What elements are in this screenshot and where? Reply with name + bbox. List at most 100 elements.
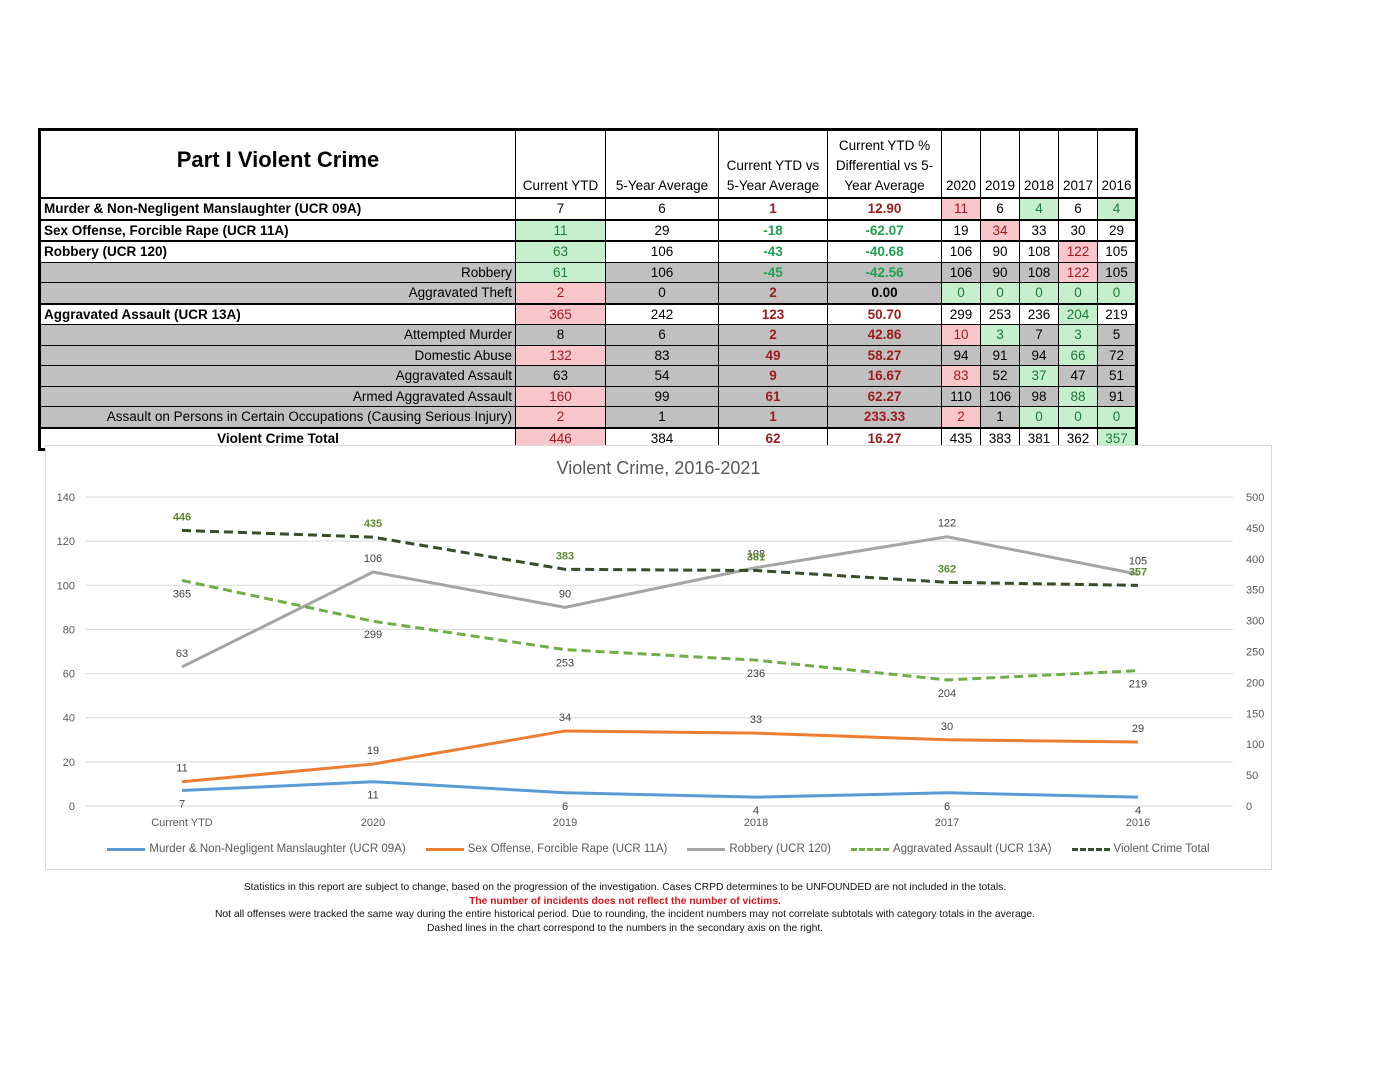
data-label: 63: [176, 648, 188, 660]
data-label: 236: [747, 668, 765, 680]
row-label: Aggravated Assault (UCR 13A): [39, 303, 516, 325]
pct-differential-cell: 0.00: [827, 282, 942, 304]
table-row: Domestic Abuse 132 83 49 58.27 94 91 94 66 72: [39, 344, 1137, 366]
year-2017-cell: 122: [1058, 240, 1098, 263]
data-label: 365: [173, 588, 191, 600]
row-label: Armed Aggravated Assault: [39, 385, 516, 407]
table-row: Murder & Non-Negligent Manslaughter (UCR…: [39, 197, 1137, 220]
year-2017-cell: 88: [1058, 385, 1098, 407]
five-year-average-cell: 384: [605, 427, 719, 450]
data-label: 4: [753, 805, 759, 817]
pct-differential-cell: 12.90: [827, 197, 942, 220]
chart-title: Violent Crime, 2016-2021: [556, 458, 761, 478]
pct-differential-cell: 16.67: [827, 365, 942, 387]
current-ytd-cell: 63: [515, 365, 606, 387]
footnote-tracking-rounding: Not all offenses were tracked the same w…: [214, 909, 1035, 921]
y-right-tick-label: 200: [1246, 677, 1264, 689]
row-label: Murder & Non-Negligent Manslaughter (UCR…: [39, 197, 516, 220]
year-2019-cell: 6: [980, 197, 1020, 220]
five-year-average-cell: 54: [605, 365, 719, 387]
data-label: 122: [938, 518, 956, 530]
year-2018-cell: 98: [1019, 385, 1059, 407]
y-right-tick-label: 400: [1246, 554, 1264, 566]
ytd-vs-average-cell: -18: [718, 219, 828, 242]
year-2016-cell: 51: [1097, 365, 1137, 387]
row-label: Sex Offense, Forcible Rape (UCR 11A): [39, 219, 516, 242]
five-year-average-cell: 29: [605, 219, 719, 242]
legend-label: Aggravated Assault (UCR 13A): [892, 843, 1052, 855]
footnote-dashed-lines-secondary-axis: Dashed lines in the chart correspond to …: [426, 923, 824, 935]
ytd-vs-average-cell: -45: [718, 261, 828, 283]
year-2020-cell: 94: [941, 344, 981, 366]
year-2017-cell: 3: [1058, 324, 1098, 346]
data-label: 383: [556, 550, 574, 562]
series-line-sex-offense-forcible-rape-ucr-11a-: [181, 729, 1139, 784]
legend-line-swatch-icon: [107, 847, 146, 851]
year-2016-cell: 91: [1097, 385, 1137, 407]
pct-differential-cell: 50.70: [827, 303, 942, 325]
year-2017-cell: 66: [1058, 344, 1098, 366]
year-2020-cell: 83: [941, 365, 981, 387]
legend-line-swatch-icon: [687, 847, 726, 851]
header-five-year-average: 5-Year Average: [605, 129, 719, 199]
data-label: 362: [938, 563, 956, 575]
y-right-tick-label: 300: [1246, 616, 1264, 628]
year-2018-cell: 236: [1019, 303, 1059, 325]
table-row: Aggravated Assault 63 54 9 16.67 83 52 37 47 51: [39, 365, 1137, 387]
year-2017-cell: 204: [1058, 303, 1098, 325]
ytd-vs-average-cell: 2: [718, 324, 828, 346]
data-label: 253: [556, 658, 574, 670]
data-label: 6: [944, 801, 950, 813]
year-2016-cell: 105: [1097, 261, 1137, 283]
year-2017-cell: 30: [1058, 219, 1098, 242]
row-label: Aggravated Theft: [39, 282, 516, 304]
header-ytd-vs-average: Current YTD vs 5-Year Average: [718, 129, 828, 199]
series-line-murder-non-negligent-manslaughter-ucr-09a-: [181, 780, 1139, 799]
year-2018-cell: 94: [1019, 344, 1059, 366]
y-right-tick-label: 100: [1246, 739, 1264, 751]
current-ytd-cell: 63: [515, 240, 606, 263]
header-pct-diff-line3: Year Average: [844, 178, 925, 193]
header-ytd-vs-average-line2: 5-Year Average: [726, 178, 820, 193]
y-right-tick-label: 150: [1246, 708, 1264, 720]
year-2017-cell: 47: [1058, 365, 1098, 387]
chart-plot-area: 0 20 40 60 80 100 120 140 0 50 100 150 200 250 300 350 4…: [57, 492, 1265, 829]
row-label: Robbery: [39, 261, 516, 283]
x-tick-label: 2017: [935, 817, 959, 829]
pct-differential-cell: 42.86: [827, 324, 942, 346]
five-year-average-cell: 1: [605, 406, 719, 428]
row-label: Violent Crime Total: [39, 427, 516, 450]
year-2016-cell: 0: [1097, 406, 1137, 428]
current-ytd-cell: 365: [515, 303, 606, 325]
pct-differential-cell: 16.27: [827, 427, 942, 450]
table-header-row: Part I Violent Crime Current YTD 5-Year …: [39, 129, 1137, 199]
year-2020-cell: 11: [941, 197, 981, 220]
year-2019-cell: 106: [980, 385, 1020, 407]
legend-label: Violent Crime Total: [1113, 843, 1210, 855]
year-2018-cell: 108: [1019, 240, 1059, 263]
year-2020-cell: 2: [941, 406, 981, 428]
violent-crime-table: Part I Violent Crime Current YTD 5-Year …: [38, 128, 1138, 451]
table-row: Sex Offense, Forcible Rape (UCR 11A) 11 29…: [39, 219, 1137, 242]
current-ytd-cell: 7: [515, 197, 606, 220]
footnote-statistics-subject-to-change: Statistics in this report are subject to…: [243, 882, 1007, 893]
year-2016-cell: 5: [1097, 324, 1137, 346]
five-year-average-cell: 0: [605, 282, 719, 304]
year-2020-cell: 19: [941, 219, 981, 242]
table-row: Aggravated Assault (UCR 13A) 365 242 123 50.…: [39, 303, 1137, 325]
year-2020-cell: 106: [941, 261, 981, 283]
data-label: 11: [176, 763, 187, 775]
data-label: 106: [364, 553, 382, 565]
data-label: 19: [367, 745, 379, 757]
data-label: 11: [367, 790, 378, 802]
header-current-ytd-text: Current YTD: [522, 178, 599, 193]
data-label: 446: [173, 511, 191, 523]
ytd-vs-average-cell: 123: [718, 303, 828, 325]
header-year-2019: 2019: [980, 129, 1020, 199]
year-2019-cell: 90: [980, 240, 1020, 263]
year-2019-cell: 34: [980, 219, 1020, 242]
data-label: 108: [747, 549, 765, 561]
year-2018-cell: 108: [1019, 261, 1059, 283]
y-left-tick-label: 40: [63, 713, 75, 725]
chart-legend: Murder & Non-Negligent Manslaughter (UCR…: [46, 843, 1271, 855]
